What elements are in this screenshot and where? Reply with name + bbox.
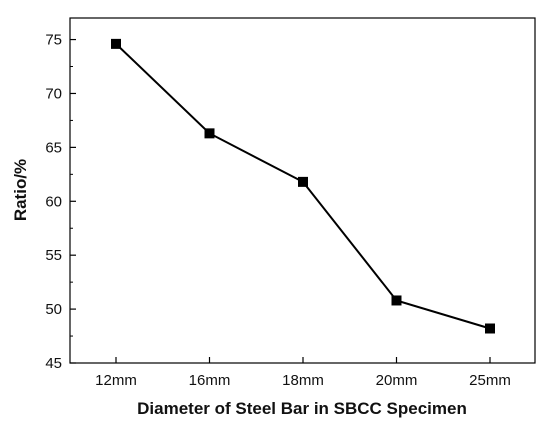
y-tick-label: 75 — [45, 32, 62, 49]
y-axis-ticks: 45 50 55 60 65 70 75 — [45, 32, 76, 372]
y-tick-label: 45 — [45, 355, 62, 372]
data-point-marker — [204, 128, 215, 139]
x-tick-label: 12mm — [95, 372, 137, 389]
x-tick-label: 16mm — [189, 372, 231, 389]
x-axis-label: Diameter of Steel Bar in SBCC Specimen — [137, 399, 467, 418]
y-tick-label: 70 — [45, 85, 62, 102]
y-tick-label: 60 — [45, 193, 62, 210]
x-axis-ticks: 12mm 16mm 18mm 20mm 25mm — [95, 357, 511, 389]
data-markers — [111, 38, 495, 334]
data-point-marker — [111, 38, 121, 49]
x-tick-label: 25mm — [469, 372, 511, 389]
x-tick-label: 20mm — [376, 372, 418, 389]
data-point-marker — [485, 323, 495, 334]
plot-frame — [69, 17, 536, 364]
y-tick-label: 50 — [45, 301, 62, 318]
y-tick-label: 65 — [45, 139, 62, 156]
y-axis-label: Ratio/% — [11, 159, 30, 221]
y-tick-label: 55 — [45, 247, 62, 264]
data-point-marker — [298, 176, 308, 187]
data-point-marker — [391, 295, 402, 306]
x-tick-label: 18mm — [282, 372, 324, 389]
